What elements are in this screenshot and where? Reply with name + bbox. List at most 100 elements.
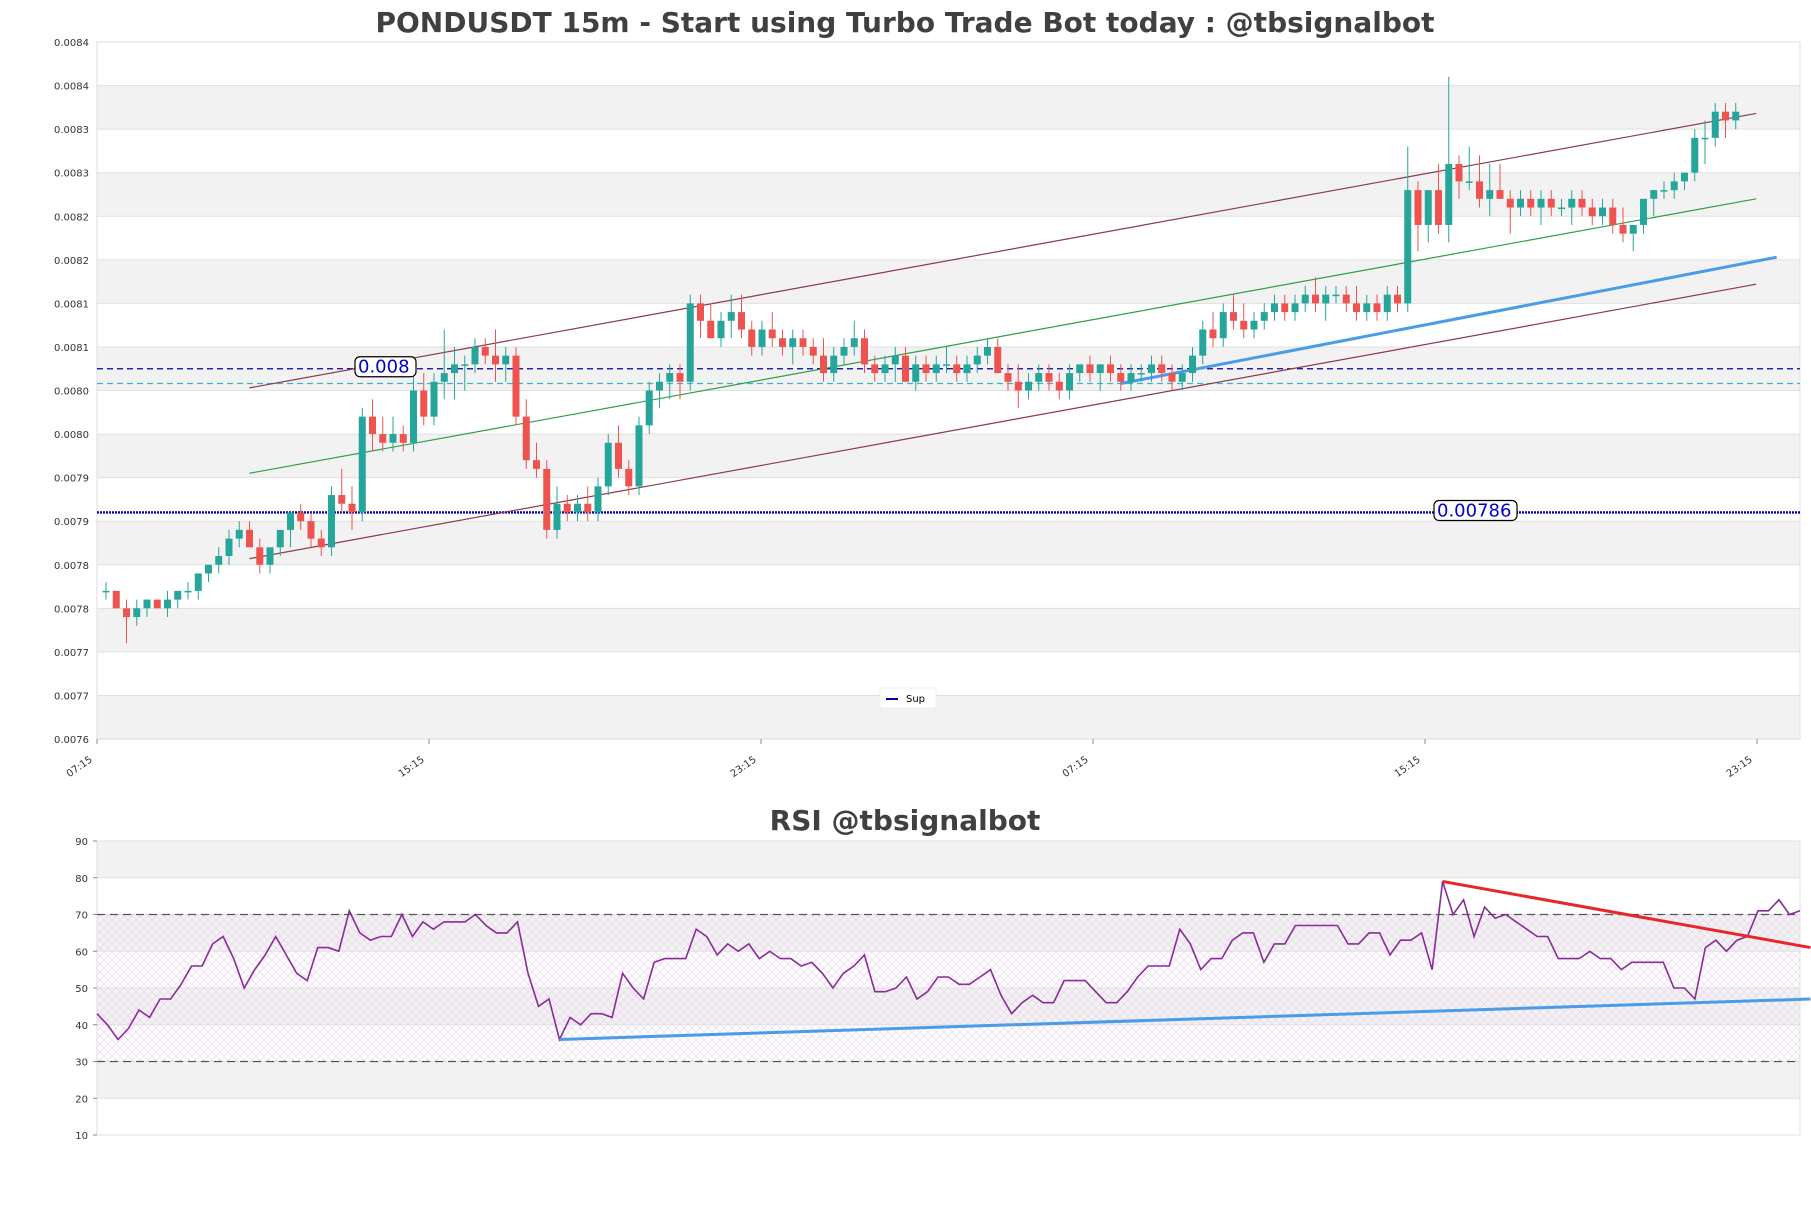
candle-body [748,329,756,347]
candle-body [297,512,305,522]
candle-body [1004,373,1012,382]
candle-body [1455,163,1463,182]
price-y-tick-label: 0.0079 [54,474,89,485]
candle-body [861,338,868,365]
candle-body [1517,198,1524,208]
candle-body [963,364,971,374]
rsi-band [97,841,1800,878]
candle-body [1424,190,1432,225]
price-band [97,129,1800,173]
candle-body [379,434,387,443]
price-y-tick-label: 0.0081 [54,343,89,354]
candle-body [440,373,448,382]
candle-body [1025,381,1032,391]
candle-body [1281,303,1289,313]
candle-body [389,434,397,443]
candle-body [1199,329,1207,356]
candle-body [543,468,551,530]
price-y-tick-label: 0.0083 [54,169,89,180]
candle-body [1168,373,1176,382]
candle-body [1260,312,1268,321]
rsi-y-tick-label: 70 [75,911,88,922]
candle-body [727,312,735,321]
rsi-y-tick-label: 60 [75,947,88,958]
candle-body [287,512,294,530]
legend: Sup [879,687,937,709]
rsi-y-tick-label: 20 [75,1094,88,1105]
rsi-trendlines [559,879,1811,1041]
candle-body [656,381,663,391]
candle-body [1107,364,1114,374]
candle-body [1178,373,1186,382]
candle-body [1404,190,1412,304]
price-y-tick-label: 0.0078 [54,561,89,572]
candle-body [1732,111,1740,121]
candle-body [1599,207,1606,217]
candle-body [123,608,130,618]
candle-body [850,338,858,347]
candle-body [1506,198,1514,208]
rsi-y-tick-label: 90 [75,837,88,848]
candle-body [1301,294,1309,304]
candle-body [973,355,981,365]
rsi-resistance-trendline [1442,879,1811,950]
candle-body [420,390,428,417]
price-y-tick-label: 0.0082 [54,212,89,223]
candle-body [1096,364,1104,374]
candle-body [1527,198,1535,208]
price-band [97,651,1800,696]
candle-body [635,425,643,487]
rsi-chart-title: RSI @tbsignalbot [770,804,1041,837]
candle-body [1148,364,1155,374]
candle-body [553,503,561,530]
price-band [97,216,1800,260]
rsi-y-tick-label: 10 [75,1131,88,1142]
candle-body [512,355,520,417]
candle-body [789,338,797,347]
price-y-tick-label: 0.0083 [54,125,89,136]
candle-body [225,538,233,557]
candle-body [1558,207,1565,210]
candle-body [686,303,694,382]
candle-body [584,503,592,513]
candle-body [328,495,335,548]
candle-body [1055,381,1063,391]
candle-body [984,346,991,356]
candle-body [1711,111,1719,138]
price-band [97,259,1800,304]
candle-body [1629,224,1637,234]
candle-body [492,355,499,365]
candle-body [1076,364,1084,374]
candle-body [1486,190,1494,199]
candle-body [1435,190,1442,225]
price-x-tick-label: 15:15 [397,754,427,780]
candle-body [1619,224,1627,234]
candle-body [1312,294,1319,304]
candle-body [1476,181,1483,199]
candle-body [1342,294,1350,304]
candle-body [235,529,243,539]
candle-body [307,521,315,539]
candle-body [399,434,407,443]
candle-body [1240,320,1248,330]
candlesticks [102,76,1740,644]
rsi-threshold-lines [97,913,1800,1063]
candle-body [451,364,458,374]
price-band [97,695,1800,739]
candle-body [1066,373,1073,391]
candle-body [768,329,776,339]
candle-body [481,346,489,356]
price-band [97,85,1800,130]
candle-body [153,599,161,609]
candle-body [1117,373,1125,382]
candle-body [1271,303,1278,313]
candle-body [1465,181,1473,183]
candle-body [1547,198,1555,208]
legend-sup-label: Sup [906,694,925,705]
candle-body [932,364,940,374]
candle-body [758,329,766,347]
rsi-band [97,877,1800,915]
price-y-tick-label: 0.0080 [54,387,89,398]
price-x-tick-label: 15:15 [1393,754,1423,780]
